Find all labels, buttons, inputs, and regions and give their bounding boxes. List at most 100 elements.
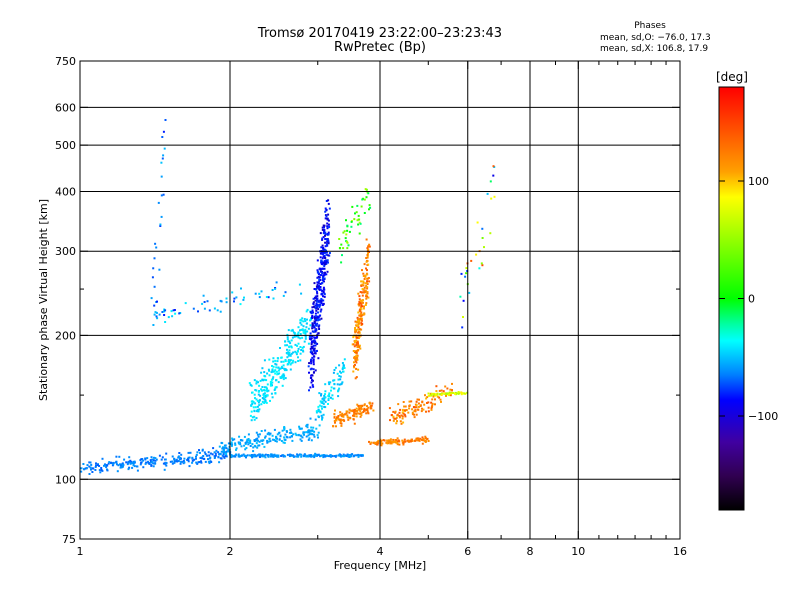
echo-point — [323, 265, 326, 268]
echo-point — [163, 147, 166, 150]
echo-point — [325, 251, 328, 254]
echo-point — [305, 322, 308, 325]
echo-point — [313, 355, 316, 358]
echo-point — [231, 439, 234, 441]
echo-point — [410, 440, 412, 443]
echo-point — [263, 394, 265, 397]
echo-point — [330, 389, 332, 392]
echo-point — [286, 344, 288, 347]
echo-point — [356, 355, 359, 358]
echo-point — [334, 455, 337, 458]
echo-point — [254, 397, 256, 400]
echo-point — [360, 303, 363, 306]
echo-point — [358, 331, 361, 334]
echo-point — [317, 311, 319, 314]
echo-point — [354, 327, 357, 329]
echo-point — [341, 415, 343, 418]
echo-point — [368, 208, 370, 211]
echo-point — [316, 333, 319, 336]
echo-point — [310, 311, 313, 314]
echo-point — [369, 407, 372, 410]
echo-point — [322, 295, 324, 298]
echo-point — [218, 461, 221, 464]
echo-point — [344, 413, 347, 416]
echo-point — [272, 360, 275, 363]
echo-point — [291, 439, 294, 442]
echo-point — [323, 224, 326, 227]
echo-point — [369, 206, 372, 209]
echo-point — [392, 410, 395, 413]
echo-point — [333, 369, 336, 371]
echo-point — [321, 228, 324, 231]
echo-point — [273, 370, 276, 373]
echo-point — [203, 451, 206, 454]
echo-point — [307, 438, 310, 441]
echo-point — [310, 350, 313, 353]
echo-point — [272, 455, 275, 458]
echo-point — [152, 456, 155, 459]
echo-point — [341, 254, 343, 257]
echo-point — [350, 220, 353, 223]
echo-point — [338, 247, 341, 249]
echo-point — [382, 439, 385, 441]
echo-point — [371, 402, 374, 405]
echo-point — [321, 267, 324, 270]
echo-point — [451, 382, 453, 385]
echo-point — [380, 444, 383, 447]
echo-point — [274, 372, 277, 375]
echo-point — [322, 454, 325, 456]
echo-point — [228, 450, 231, 453]
echo-point — [421, 442, 424, 445]
echo-point — [308, 437, 311, 440]
echo-point — [434, 394, 437, 397]
echo-point — [123, 458, 126, 461]
echo-point — [155, 315, 158, 318]
echo-point — [257, 435, 260, 438]
echo-point — [179, 456, 182, 459]
echo-point — [291, 361, 294, 364]
echo-point — [323, 261, 325, 264]
echo-point — [363, 409, 365, 412]
echo-point — [392, 438, 395, 441]
echo-point — [445, 394, 447, 397]
echo-point — [246, 454, 249, 457]
echo-point — [440, 394, 443, 396]
echo-point — [154, 311, 157, 314]
echo-point — [321, 407, 323, 410]
echo-point — [308, 431, 311, 434]
echo-point — [300, 328, 303, 331]
echo-point — [311, 314, 314, 317]
echo-point — [264, 399, 267, 402]
echo-point — [191, 461, 194, 464]
echo-point — [405, 409, 408, 411]
echo-point — [425, 410, 427, 413]
echo-point — [359, 405, 362, 408]
echo-point — [296, 333, 299, 336]
echo-point — [275, 379, 278, 381]
echo-point — [424, 437, 427, 439]
echo-point — [88, 461, 91, 464]
echo-point — [367, 296, 370, 299]
echo-point — [313, 371, 315, 374]
echo-point — [281, 429, 284, 432]
echo-point — [156, 317, 159, 320]
echo-point — [142, 459, 145, 462]
echo-point — [404, 405, 407, 408]
echo-point — [278, 431, 281, 434]
echo-point — [179, 460, 182, 463]
echo-point — [258, 433, 261, 436]
echo-point — [254, 406, 257, 409]
echo-point — [313, 435, 316, 438]
echo-point — [235, 448, 237, 451]
echo-point — [311, 335, 314, 337]
echo-point — [310, 377, 313, 379]
echo-point — [191, 456, 194, 459]
echo-point — [362, 301, 364, 304]
echo-point — [427, 394, 430, 397]
echo-point — [395, 439, 398, 442]
echo-point — [325, 249, 327, 252]
echo-point — [255, 442, 258, 445]
echo-point — [296, 350, 299, 352]
echo-point — [316, 270, 319, 273]
echo-point — [457, 391, 460, 393]
